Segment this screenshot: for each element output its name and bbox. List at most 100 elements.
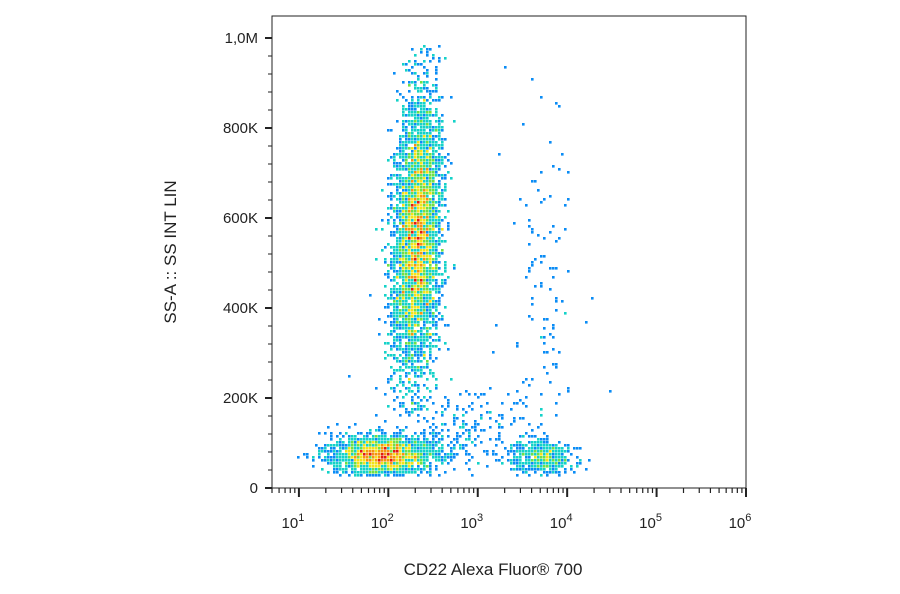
data-point [555, 309, 558, 312]
data-point [567, 171, 570, 174]
data-point [420, 354, 423, 357]
data-point [414, 222, 417, 225]
data-point [351, 447, 354, 450]
data-point [360, 438, 363, 441]
data-point [441, 273, 444, 276]
data-point [393, 462, 396, 465]
data-point [426, 240, 429, 243]
data-point [366, 447, 369, 450]
data-point [432, 372, 435, 375]
data-point [390, 192, 393, 195]
data-point [414, 438, 417, 441]
data-point [387, 342, 390, 345]
data-point [498, 423, 501, 426]
data-point [549, 195, 552, 198]
data-point [423, 153, 426, 156]
data-point [564, 312, 567, 315]
data-point [540, 423, 543, 426]
data-point [405, 126, 408, 129]
data-point [429, 60, 432, 63]
data-point [417, 285, 420, 288]
data-point [411, 321, 414, 324]
data-point [405, 180, 408, 183]
data-point [411, 384, 414, 387]
data-point [390, 441, 393, 444]
data-point [426, 204, 429, 207]
data-point [360, 444, 363, 447]
data-point [411, 150, 414, 153]
data-point [375, 459, 378, 462]
data-point [438, 243, 441, 246]
data-point [468, 393, 471, 396]
data-point [420, 189, 423, 192]
data-point [432, 174, 435, 177]
data-point [405, 327, 408, 330]
data-point [531, 459, 534, 462]
data-point [414, 81, 417, 84]
data-point [426, 285, 429, 288]
data-point [411, 222, 414, 225]
data-point [399, 93, 402, 96]
data-point [426, 117, 429, 120]
data-point [429, 294, 432, 297]
data-point [435, 411, 438, 414]
data-point [435, 303, 438, 306]
data-point [321, 447, 324, 450]
data-point [399, 246, 402, 249]
data-point [504, 447, 507, 450]
x-tick-label: 105 [639, 512, 662, 532]
data-point [402, 213, 405, 216]
data-point [402, 315, 405, 318]
data-point [441, 459, 444, 462]
data-point [393, 474, 396, 477]
data-point [432, 135, 435, 138]
data-point [435, 267, 438, 270]
data-point [399, 294, 402, 297]
data-point [540, 474, 543, 477]
data-point [423, 243, 426, 246]
data-point [423, 339, 426, 342]
data-point [393, 234, 396, 237]
data-point [546, 351, 549, 354]
data-point [573, 471, 576, 474]
data-point [354, 471, 357, 474]
data-point [354, 435, 357, 438]
data-point [399, 135, 402, 138]
data-point [330, 456, 333, 459]
data-point [534, 450, 537, 453]
data-point [420, 120, 423, 123]
data-point [426, 276, 429, 279]
data-point [414, 312, 417, 315]
data-point [360, 441, 363, 444]
data-point [438, 456, 441, 459]
data-point [417, 135, 420, 138]
data-point [408, 204, 411, 207]
data-point [417, 111, 420, 114]
data-point [435, 129, 438, 132]
data-point [420, 273, 423, 276]
data-point [552, 348, 555, 351]
data-point [420, 342, 423, 345]
data-point [369, 468, 372, 471]
data-point [486, 411, 489, 414]
data-point [393, 249, 396, 252]
data-point [441, 174, 444, 177]
data-point [393, 330, 396, 333]
data-point [468, 435, 471, 438]
data-point [435, 345, 438, 348]
data-point [429, 213, 432, 216]
data-point [414, 267, 417, 270]
data-point [528, 243, 531, 246]
data-point [417, 339, 420, 342]
data-point [450, 447, 453, 450]
data-point [513, 459, 516, 462]
data-point [399, 345, 402, 348]
data-point [435, 450, 438, 453]
data-point [318, 456, 321, 459]
data-point [420, 234, 423, 237]
data-point [399, 444, 402, 447]
data-point [411, 246, 414, 249]
data-point [414, 189, 417, 192]
data-point [351, 444, 354, 447]
data-point [420, 348, 423, 351]
